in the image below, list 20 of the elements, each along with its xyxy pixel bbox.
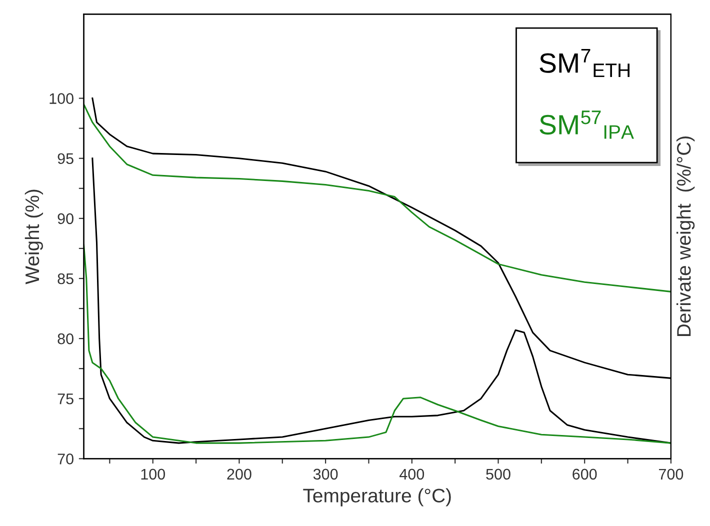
y-axis-title: Weight (%) [24,190,44,284]
x-tick-label: 500 [486,468,510,480]
text: SM$^{7}$$_{ETH}$ [540,48,630,78]
y-tick-label: 75 [58,394,74,404]
y-tick-label: 70 [58,454,74,464]
y-tick-label: 85 [58,273,74,284]
line-series [84,104,671,292]
text: SM$^{57}$$_{IPA}$ [540,110,634,139]
x-tick-label: 300 [313,468,338,480]
y-tick-label: 80 [58,333,74,344]
x-tick-label: 200 [227,468,252,480]
y-tick-label: 90 [58,213,74,224]
x-tick-label: 700 [658,468,684,480]
x-tick-label: 600 [572,468,597,480]
x-tick-label: 400 [400,468,424,480]
x-axis-title: Temperature (°C) [303,488,451,506]
y-tick-label: 95 [58,153,74,164]
y-tick-label: 100 [50,93,74,104]
y2-axis-title: Derivate weight (%/°C) [676,136,695,336]
x-tick-label: 100 [141,468,166,480]
